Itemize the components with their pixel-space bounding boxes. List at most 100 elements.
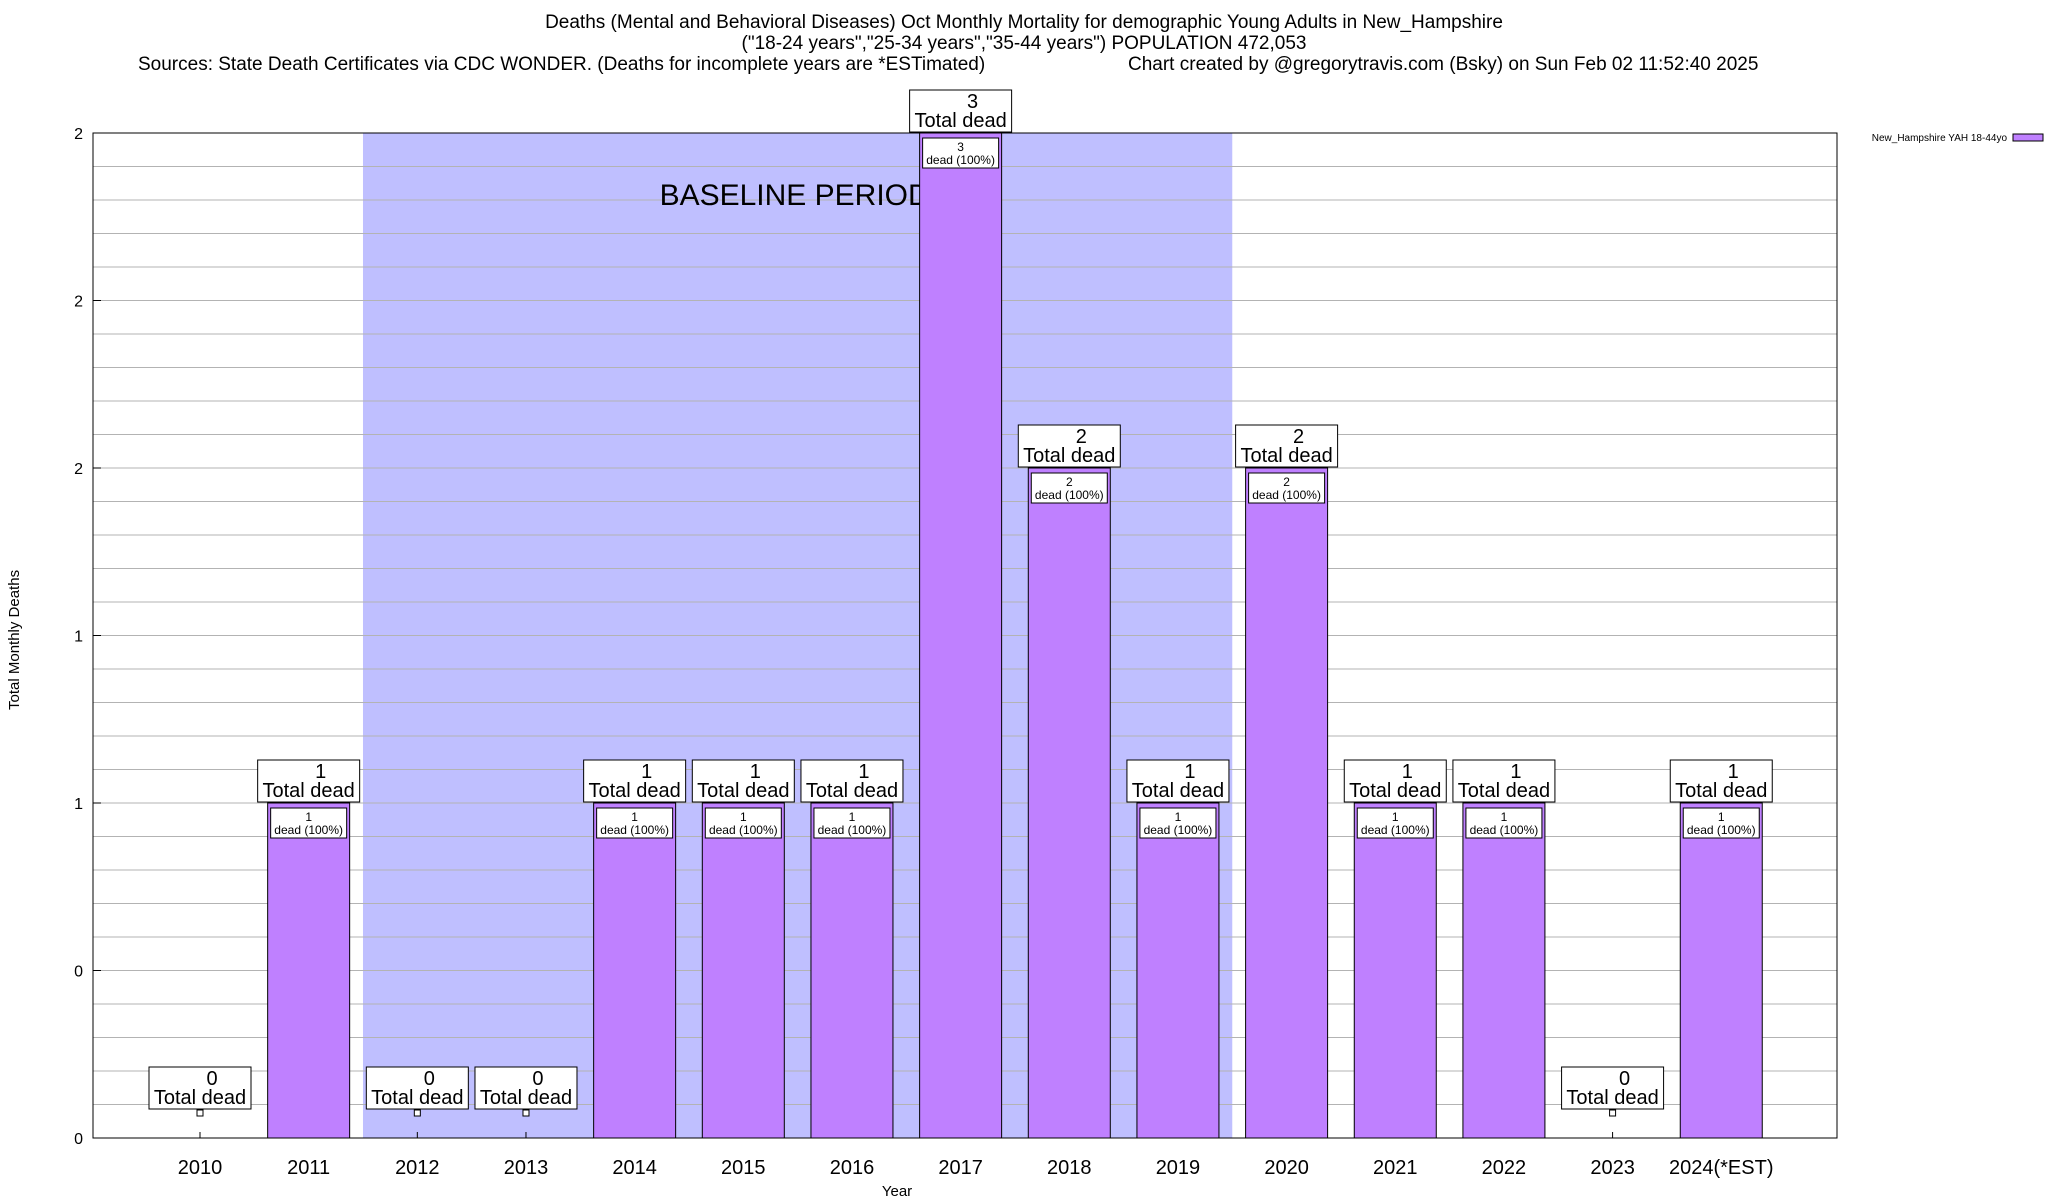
bar xyxy=(1136,802,1220,1139)
total-value-label: 2 xyxy=(1076,426,1087,448)
bar-inner-value: 2 xyxy=(1066,475,1073,489)
total-label-box xyxy=(1452,759,1556,803)
total-dead-label: Total dead xyxy=(914,110,1006,132)
bar xyxy=(1027,467,1111,1139)
total-label-box xyxy=(1235,424,1339,468)
total-value-label: 1 xyxy=(641,761,652,783)
total-dead-label: Total dead xyxy=(154,1087,246,1109)
total-value-label: 1 xyxy=(1402,761,1413,783)
bar xyxy=(1462,802,1546,1139)
bar-inner-label: dead (100%) xyxy=(274,823,343,837)
zero-marker xyxy=(522,1109,530,1117)
total-value-label: 1 xyxy=(1728,761,1739,783)
bar-inner-label-box xyxy=(922,137,1000,169)
total-label-box xyxy=(257,759,361,803)
bar xyxy=(701,802,785,1139)
total-label-box xyxy=(474,1066,578,1110)
bar-inner-label-box xyxy=(1030,472,1108,504)
bar-inner-label: dead (100%) xyxy=(926,153,995,167)
bar-inner-value: 1 xyxy=(740,810,747,824)
total-value-label: 0 xyxy=(206,1068,217,1090)
bar-inner-label: dead (100%) xyxy=(709,823,778,837)
bar xyxy=(810,802,894,1139)
x-tick-label: 2020 xyxy=(1264,1157,1309,1179)
total-dead-label: Total dead xyxy=(1349,780,1441,802)
x-axis-label: Year xyxy=(882,1183,912,1200)
x-tick-label: 2015 xyxy=(721,1157,766,1179)
sources-text: Sources: State Death Certificates via CD… xyxy=(138,54,986,75)
total-value-label: 1 xyxy=(1184,761,1195,783)
total-dead-label: Total dead xyxy=(371,1087,463,1109)
total-value-label: 2 xyxy=(1293,426,1304,448)
bar xyxy=(1679,802,1763,1139)
total-label-box xyxy=(365,1066,469,1110)
total-dead-label: Total dead xyxy=(1675,780,1767,802)
total-label-box xyxy=(148,1066,252,1110)
bar-inner-label-box xyxy=(1682,807,1760,839)
bar-inner-label: dead (100%) xyxy=(600,823,669,837)
bar-inner-label-box xyxy=(1139,807,1217,839)
bar-inner-label-box xyxy=(1248,472,1326,504)
total-dead-label: Total dead xyxy=(1023,445,1115,467)
bar-inner-label-box xyxy=(1465,807,1543,839)
credit-text: Chart created by @gregorytravis.com (Bsk… xyxy=(1128,54,1759,75)
bar-inner-label: dead (100%) xyxy=(1687,823,1756,837)
x-tick-label: 2019 xyxy=(1156,1157,1201,1179)
total-label-box xyxy=(1126,759,1230,803)
x-tick-label: 2021 xyxy=(1373,1157,1418,1179)
y-tick-label: 2 xyxy=(74,461,83,478)
zero-marker xyxy=(1609,1109,1617,1117)
bar xyxy=(267,802,351,1139)
bar-inner-label: dead (100%) xyxy=(1361,823,1430,837)
bar-inner-value: 1 xyxy=(1501,810,1508,824)
total-dead-label: Total dead xyxy=(1240,445,1332,467)
bar-inner-value: 1 xyxy=(1718,810,1725,824)
bar-inner-value: 1 xyxy=(849,810,856,824)
bar-inner-value: 1 xyxy=(305,810,312,824)
total-label-box xyxy=(1343,759,1447,803)
title-line-2: ("18-24 years","25-34 years","35-44 year… xyxy=(741,33,1307,54)
total-label-box xyxy=(583,759,687,803)
total-label-box xyxy=(1561,1066,1665,1110)
x-tick-label: 2011 xyxy=(287,1157,330,1179)
total-dead-label: Total dead xyxy=(806,780,898,802)
bar-inner-label-box xyxy=(813,807,891,839)
total-label-box xyxy=(1017,424,1121,468)
total-value-label: 1 xyxy=(750,761,761,783)
x-tick-label: 2023 xyxy=(1590,1157,1635,1179)
total-value-label: 3 xyxy=(967,91,978,113)
bar-inner-label: dead (100%) xyxy=(1470,823,1539,837)
total-label-box xyxy=(1669,759,1773,803)
total-label-box xyxy=(800,759,904,803)
legend-entry: New_Hampshire YAH 18-44yo xyxy=(1872,133,2008,144)
total-value-label: 0 xyxy=(1619,1068,1630,1090)
total-value-label: 0 xyxy=(532,1068,543,1090)
bar-inner-label-box xyxy=(704,807,782,839)
y-tick-label: 2 xyxy=(74,294,83,311)
y-tick-label: 1 xyxy=(74,796,83,813)
bar-inner-value: 1 xyxy=(1392,810,1399,824)
total-label-box xyxy=(691,759,795,803)
x-tick-label: 2018 xyxy=(1047,1157,1092,1179)
bar-inner-label: dead (100%) xyxy=(1035,488,1104,502)
x-tick-label: 2010 xyxy=(178,1157,223,1179)
total-value-label: 1 xyxy=(1510,761,1521,783)
bar-inner-label-box xyxy=(1356,807,1434,839)
title-line-1: Deaths (Mental and Behavioral Diseases) … xyxy=(545,12,1503,33)
bar-inner-value: 2 xyxy=(1283,475,1290,489)
total-dead-label: Total dead xyxy=(1566,1087,1658,1109)
bar-inner-label: dead (100%) xyxy=(1144,823,1213,837)
total-dead-label: Total dead xyxy=(1132,780,1224,802)
total-dead-label: Total dead xyxy=(263,780,355,802)
legend-swatch xyxy=(2012,133,2044,142)
zero-marker xyxy=(196,1109,204,1117)
x-tick-label: 2014 xyxy=(612,1157,657,1179)
y-tick-label: 1 xyxy=(74,629,83,646)
total-label-box xyxy=(909,89,1013,133)
baseline-period-label: BASELINE PERIOD xyxy=(660,179,930,212)
y-tick-label: 0 xyxy=(74,964,83,981)
total-value-label: 1 xyxy=(315,761,326,783)
bar-inner-label-box xyxy=(596,807,674,839)
x-tick-label: 2017 xyxy=(938,1157,983,1179)
